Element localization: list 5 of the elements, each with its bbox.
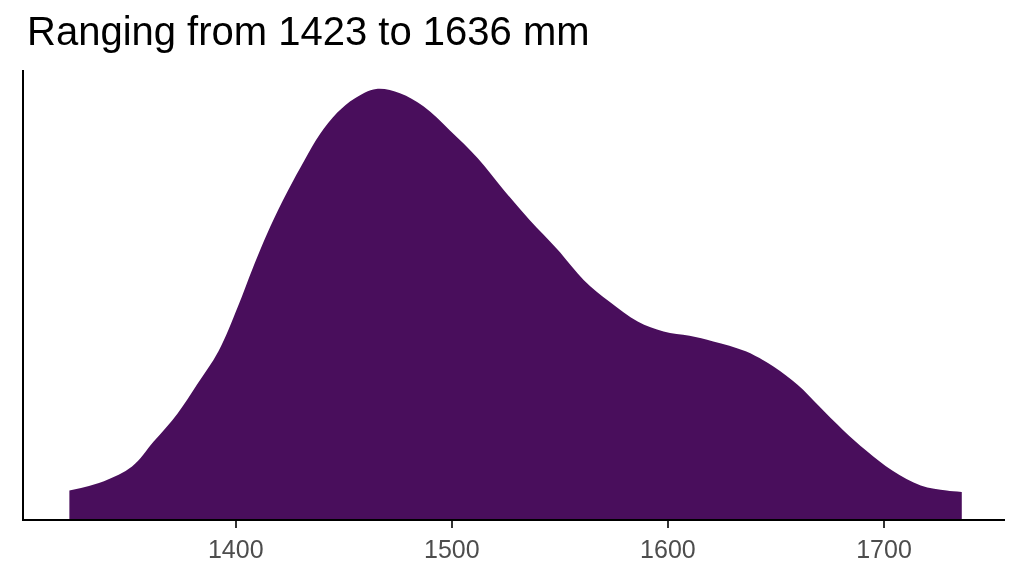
chart-title: Ranging from 1423 to 1636 mm xyxy=(27,9,590,53)
x-tick-label: 1400 xyxy=(207,535,264,564)
x-tick-label: 1500 xyxy=(424,535,480,564)
x-tick-label: 1600 xyxy=(640,535,696,564)
x-tick-label: 1700 xyxy=(856,535,912,564)
